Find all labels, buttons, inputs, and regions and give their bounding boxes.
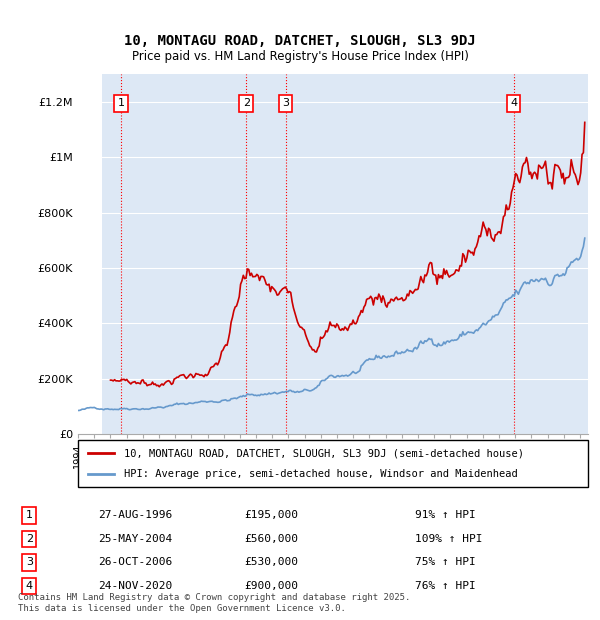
Text: 109% ↑ HPI: 109% ↑ HPI — [415, 534, 482, 544]
Text: HPI: Average price, semi-detached house, Windsor and Maidenhead: HPI: Average price, semi-detached house,… — [124, 469, 518, 479]
Text: Contains HM Land Registry data © Crown copyright and database right 2025.
This d: Contains HM Land Registry data © Crown c… — [18, 593, 410, 613]
Text: Price paid vs. HM Land Registry's House Price Index (HPI): Price paid vs. HM Land Registry's House … — [131, 50, 469, 63]
Text: 24-NOV-2020: 24-NOV-2020 — [98, 581, 173, 591]
Text: 4: 4 — [26, 581, 33, 591]
Bar — [78, 74, 102, 434]
Text: 1: 1 — [26, 510, 33, 520]
Text: £195,000: £195,000 — [244, 510, 298, 520]
Text: £560,000: £560,000 — [244, 534, 298, 544]
Text: 3: 3 — [26, 557, 33, 567]
Text: £900,000: £900,000 — [244, 581, 298, 591]
Text: 75% ↑ HPI: 75% ↑ HPI — [415, 557, 476, 567]
Text: 10, MONTAGU ROAD, DATCHET, SLOUGH, SL3 9DJ: 10, MONTAGU ROAD, DATCHET, SLOUGH, SL3 9… — [124, 34, 476, 48]
Text: £530,000: £530,000 — [244, 557, 298, 567]
Text: 91% ↑ HPI: 91% ↑ HPI — [415, 510, 476, 520]
Text: 26-OCT-2006: 26-OCT-2006 — [98, 557, 173, 567]
Text: 2: 2 — [26, 534, 33, 544]
Text: 4: 4 — [510, 98, 517, 108]
Text: 1: 1 — [118, 98, 124, 108]
Text: 3: 3 — [282, 98, 289, 108]
FancyBboxPatch shape — [78, 440, 588, 487]
Text: 76% ↑ HPI: 76% ↑ HPI — [415, 581, 476, 591]
Text: 27-AUG-1996: 27-AUG-1996 — [98, 510, 173, 520]
Text: 25-MAY-2004: 25-MAY-2004 — [98, 534, 173, 544]
Text: 10, MONTAGU ROAD, DATCHET, SLOUGH, SL3 9DJ (semi-detached house): 10, MONTAGU ROAD, DATCHET, SLOUGH, SL3 9… — [124, 448, 524, 458]
Text: 2: 2 — [243, 98, 250, 108]
